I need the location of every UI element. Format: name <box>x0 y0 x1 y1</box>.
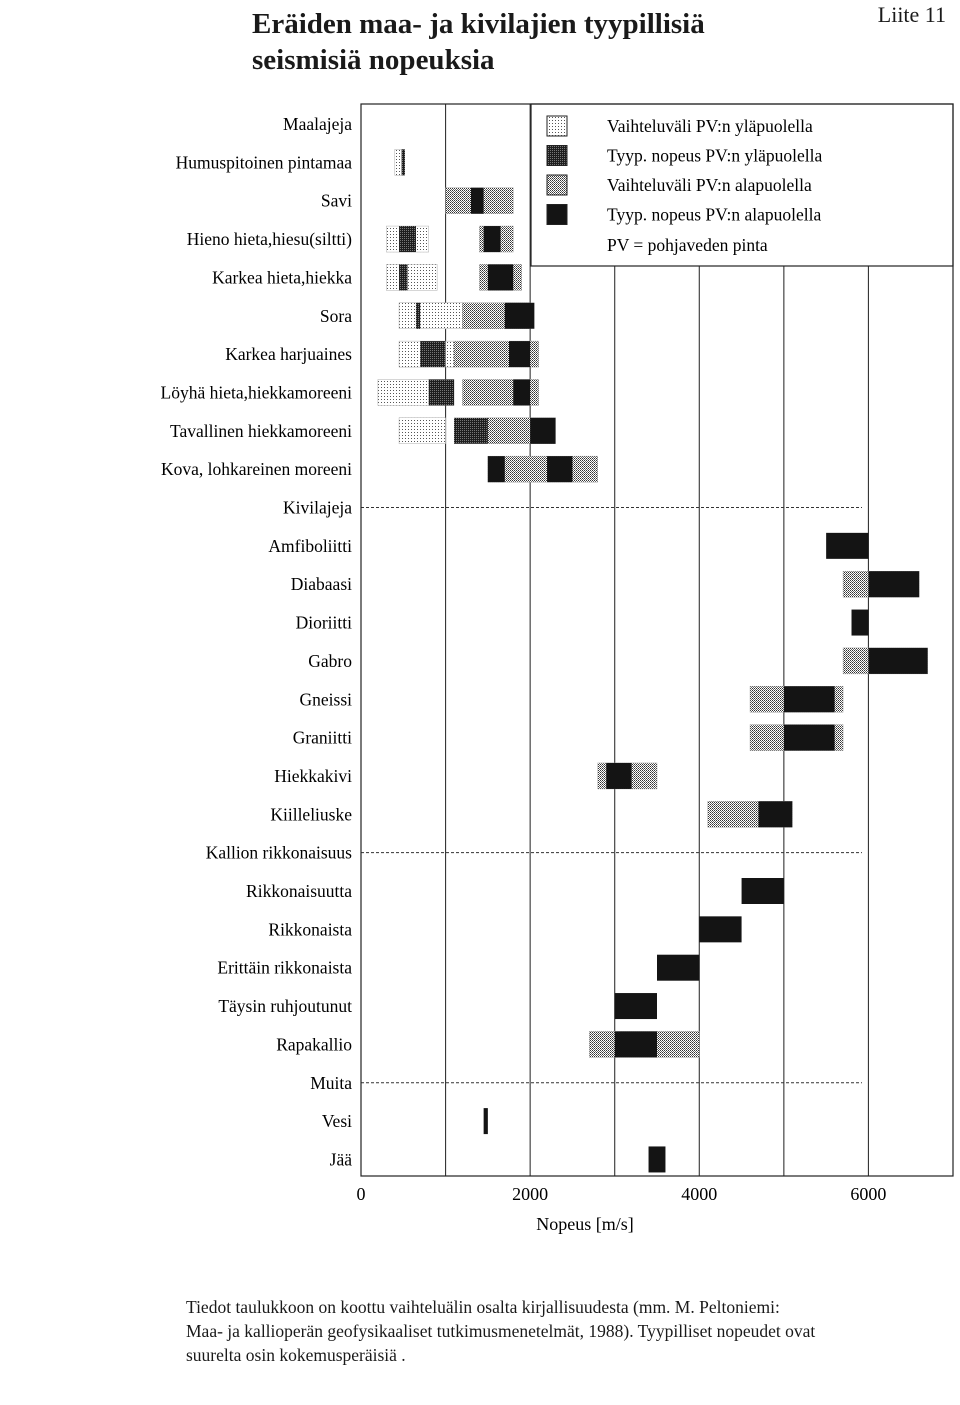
legend-swatch-medium <box>546 174 568 196</box>
legend: Vaihteluväli PV:n yläpuolella Tyyp. nopeu… <box>546 115 822 225</box>
legend-box <box>530 103 954 267</box>
title-line-1: Eräiden maa- ja kivilajien tyypillisiä <box>252 8 705 40</box>
bar-15-1 <box>783 686 835 713</box>
row-label-3: Hieno hieta,hiesu(siltti) <box>187 229 352 249</box>
row-label-0: Maalajeja <box>283 114 352 134</box>
bar-9-2 <box>547 456 573 483</box>
bar-13-0 <box>851 609 869 636</box>
bar-24-1 <box>614 1031 657 1058</box>
bar-7-2 <box>428 379 455 406</box>
bar-6-2 <box>420 341 446 368</box>
row-label-13: Dioriitti <box>296 613 353 633</box>
bar-21-0 <box>699 916 742 943</box>
bar-3-2 <box>399 226 416 253</box>
bar-18-1 <box>758 801 793 828</box>
row-label-2: Savi <box>321 191 352 211</box>
legend-note: PV = pohjaveden pinta <box>607 235 768 255</box>
plot-frame <box>360 103 954 1177</box>
bar-26-0 <box>483 1108 488 1135</box>
bar-8-2 <box>454 417 488 444</box>
footnote: Tiedot taulukkoon on koottu vaihteluälin… <box>186 1295 946 1367</box>
row-label-19: Kallion rikkonaisuus <box>206 843 352 863</box>
bar-2-1 <box>470 187 484 214</box>
row-labels: Maalajeja Humuspitoinen pintamaa Savi Hieno… <box>161 114 353 1169</box>
row-label-10: Kivilajeja <box>283 498 352 518</box>
row-label-5: Sora <box>320 306 352 326</box>
bar-22-0 <box>657 954 700 981</box>
bar-16-1 <box>783 724 835 751</box>
x-tick-labels: 0 2000 4000 6000 <box>357 1184 887 1204</box>
bar-20-0 <box>741 878 784 904</box>
bar-7-3 <box>513 379 531 406</box>
row-label-17: Hiekkakivi <box>274 766 352 786</box>
row-label-24: Rapakallio <box>276 1034 352 1054</box>
legend-swatch-dark <box>546 145 568 166</box>
bar-27-0 <box>648 1146 666 1173</box>
bar-17-1 <box>606 762 632 789</box>
legend-label-1: Tyyp. nopeus PV:n yläpuolella <box>607 146 822 166</box>
row-label-25: Muita <box>310 1073 352 1093</box>
title-line-2: seismisiä nopeuksia <box>252 44 495 76</box>
bar-5-3 <box>504 302 535 329</box>
footnote-line-2: Maa- ja kallioperän geofysikaaliset tutk… <box>186 1321 816 1341</box>
bar-1-1 <box>401 149 405 176</box>
row-label-8: Tavallinen hiekkamoreeni <box>170 421 352 441</box>
row-label-20: Rikkonaisuutta <box>246 881 352 901</box>
x-tick-6000: 6000 <box>850 1184 886 1204</box>
row-label-22: Erittäin rikkonaista <box>217 958 352 978</box>
row-label-16: Graniitti <box>293 728 352 748</box>
row-label-27: Jää <box>330 1149 353 1169</box>
footnote-line-3: suurelta osin kokemusperäisiä . <box>186 1345 406 1365</box>
bar-4-2 <box>399 264 408 291</box>
legend-swatch-black <box>546 204 568 225</box>
bar-6-3 <box>509 341 531 368</box>
bar-4-0 <box>386 264 438 291</box>
row-label-23: Täysin ruhjoutunut <box>218 996 352 1016</box>
bar-5-0 <box>398 302 463 329</box>
row-label-18: Kiilleliuske <box>270 804 352 824</box>
legend-swatch-light <box>546 115 568 137</box>
x-tick-0: 0 <box>357 1184 366 1204</box>
row-label-11: Amfiboliitti <box>268 536 352 556</box>
group-separator-lines <box>361 507 862 1084</box>
bar-8-3 <box>530 417 556 444</box>
row-label-26: Vesi <box>322 1111 352 1131</box>
legend-label-0: Vaihteluväli PV:n yläpuolella <box>607 116 813 136</box>
row-label-15: Gneissi <box>300 689 353 709</box>
x-axis-label: Nopeus [m/s] <box>536 1214 634 1234</box>
row-label-21: Rikkonaista <box>268 919 352 939</box>
row-label-7: Löyhä hieta,hiekkamoreeni <box>161 382 353 402</box>
bar-4-3 <box>487 264 514 291</box>
x-tick-4000: 4000 <box>681 1184 717 1204</box>
row-label-14: Gabro <box>308 651 352 671</box>
velocity-chart: Maalajeja Humuspitoinen pintamaa Savi Hieno… <box>161 103 954 1234</box>
row-label-9: Kova, lohkareinen moreeni <box>161 459 352 479</box>
bar-12-1 <box>868 571 920 598</box>
bar-14-1 <box>868 647 928 674</box>
row-label-1: Humuspitoinen pintamaa <box>176 152 353 172</box>
row-label-12: Diabaasi <box>291 574 352 594</box>
bar-8-0 <box>398 417 446 444</box>
bar-5-2 <box>415 302 421 329</box>
legend-label-3: Tyyp. nopeus PV:n alapuolella <box>607 205 821 225</box>
appendix-label: Liite 11 <box>877 2 946 27</box>
row-label-6: Karkea harjuaines <box>225 344 352 364</box>
bar-3-3 <box>483 226 501 253</box>
bar-9-0 <box>487 455 599 483</box>
footnote-line-1: Tiedot taulukkoon on koottu vaihteluälin… <box>186 1297 780 1317</box>
bars <box>377 149 928 1173</box>
grid-lines <box>445 104 869 1176</box>
row-label-4: Karkea hieta,hiekka <box>212 267 352 287</box>
x-tick-2000: 2000 <box>512 1184 548 1204</box>
page-title: Eräiden maa- ja kivilajien tyypillisiä s… <box>252 6 812 78</box>
bar-9-1 <box>487 456 505 483</box>
legend-label-2: Vaihteluväli PV:n alapuolella <box>607 175 812 195</box>
bar-11-0 <box>826 532 869 559</box>
bar-23-0 <box>614 993 657 1020</box>
